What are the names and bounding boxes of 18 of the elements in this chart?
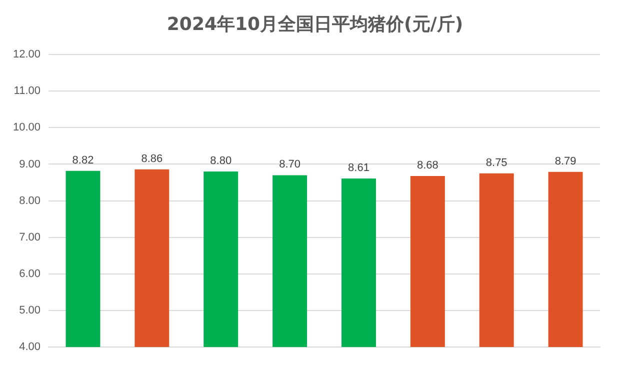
data-label: 8.75 bbox=[486, 156, 508, 169]
data-label: 8.80 bbox=[210, 155, 232, 168]
data-label: 8.82 bbox=[72, 154, 94, 166]
data-label: 8.79 bbox=[554, 155, 576, 168]
data-label: 8.70 bbox=[279, 158, 301, 171]
y-tick-label: 4.00 bbox=[19, 341, 41, 354]
y-tick-label: 5.00 bbox=[19, 304, 41, 316]
y-tick-label: 9.00 bbox=[19, 158, 41, 170]
y-tick-label: 8.00 bbox=[19, 194, 41, 207]
data-label: 8.61 bbox=[348, 162, 370, 174]
y-tick-label: 6.00 bbox=[19, 268, 41, 280]
chart-title: 2024年10月全国日平均猪价(元/斤) bbox=[166, 13, 464, 36]
y-tick-label: 11.00 bbox=[14, 85, 41, 98]
y-tick-label: 10.00 bbox=[12, 122, 41, 134]
data-label: 8.86 bbox=[141, 152, 163, 165]
data-label: 8.68 bbox=[416, 159, 438, 172]
y-tick-label: 12.00 bbox=[12, 48, 41, 61]
y-tick-label: 7.00 bbox=[19, 231, 41, 244]
